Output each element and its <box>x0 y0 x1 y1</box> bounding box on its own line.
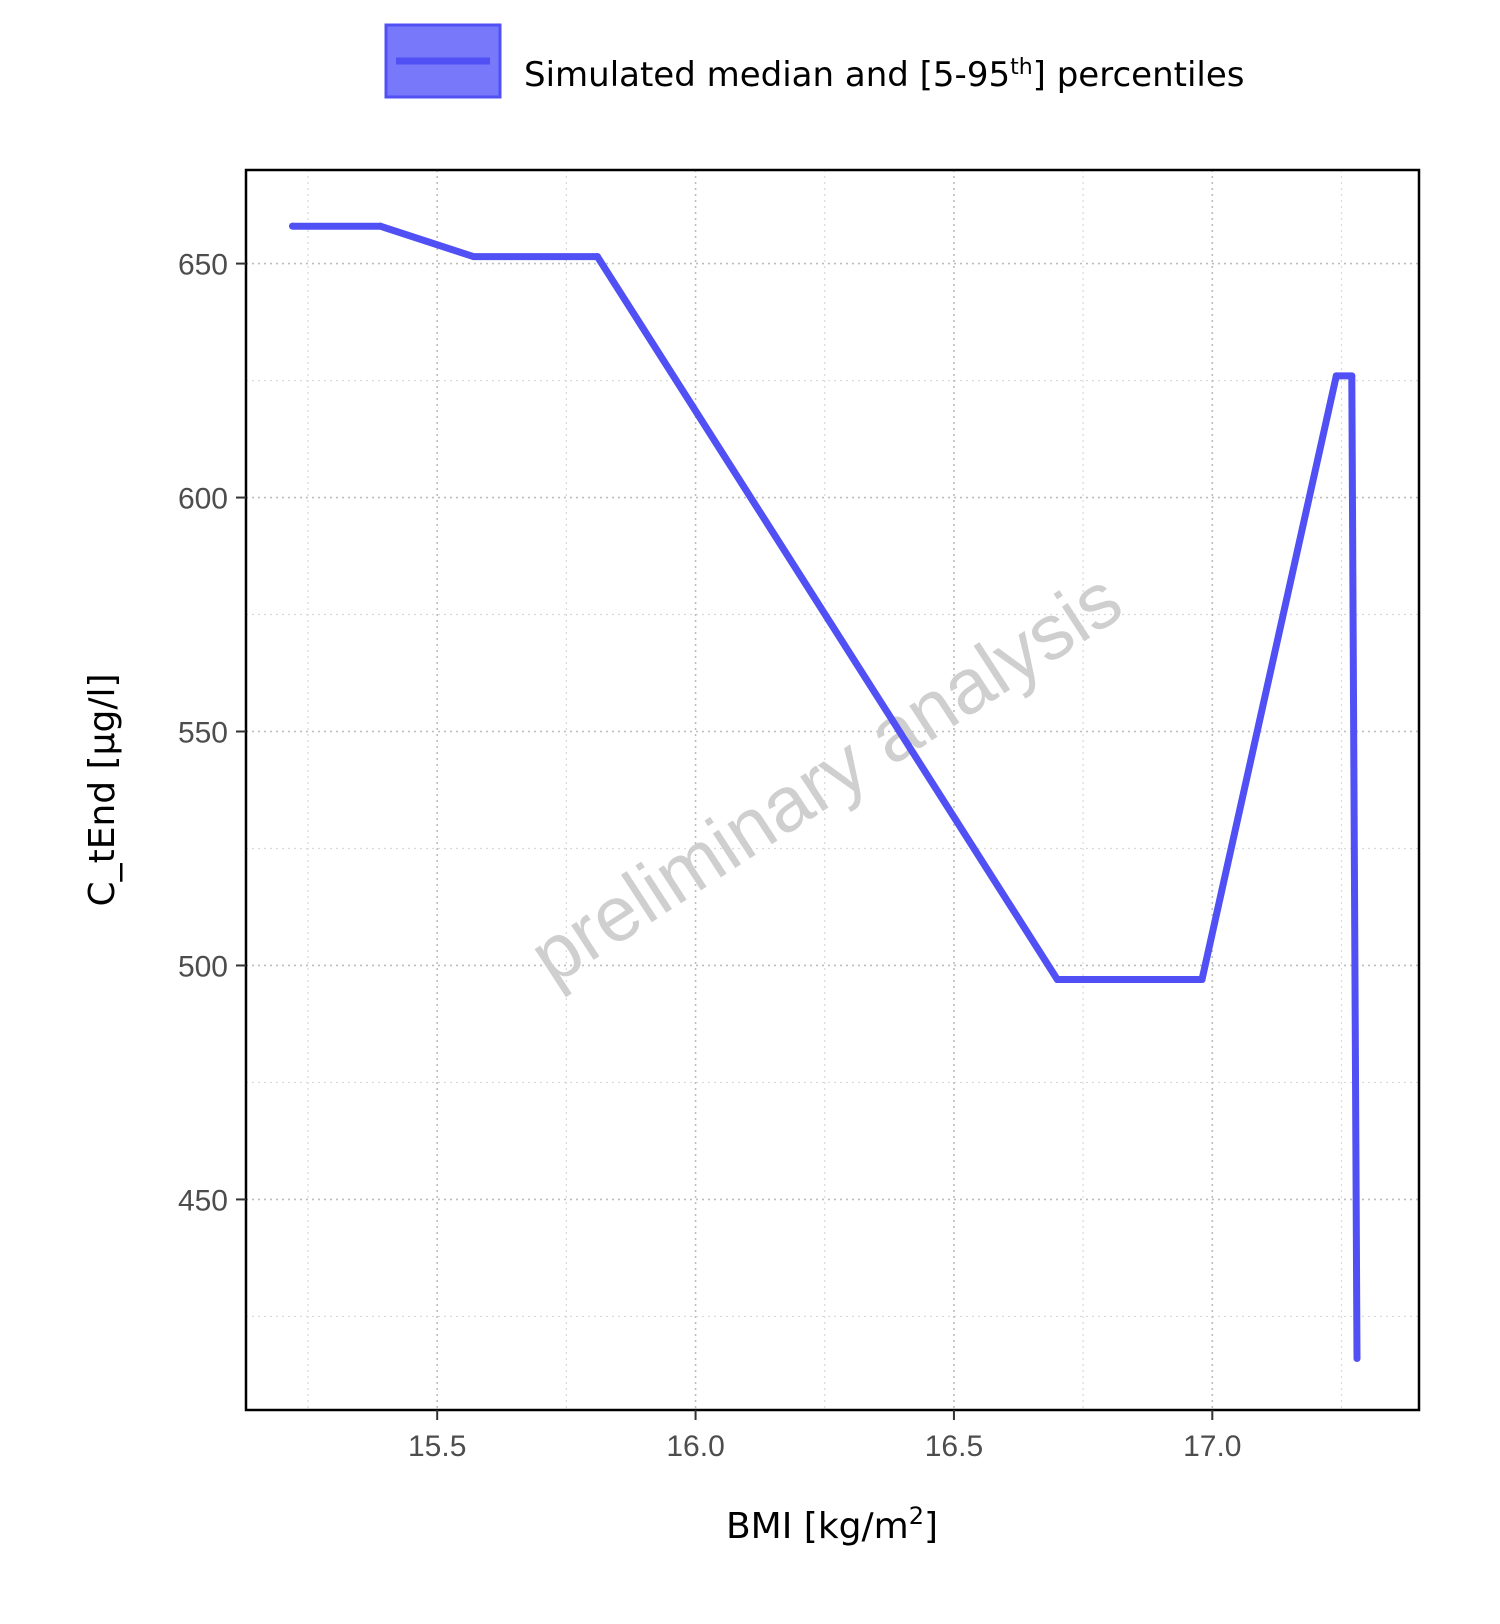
x-tick-label: 15.5 <box>408 1430 466 1463</box>
y-tick-label: 500 <box>178 950 228 983</box>
data-point <box>1353 1355 1361 1363</box>
grid-minor <box>246 170 1419 1410</box>
y-tick-label: 650 <box>178 249 228 282</box>
legend: Simulated median and [5-95th] percentile… <box>384 23 1244 99</box>
data-point <box>1198 976 1206 984</box>
data-point <box>289 222 297 230</box>
data-point <box>469 253 477 261</box>
x-tick-label: 17.0 <box>1183 1430 1241 1463</box>
y-tick-label: 550 <box>178 717 228 750</box>
x-tick-label: 16.5 <box>925 1430 983 1463</box>
y-tick-label: 450 <box>178 1184 228 1217</box>
x-axis: 15.5 16.0 16.5 17.0 <box>408 1410 1241 1463</box>
data-point <box>593 253 601 261</box>
y-axis-title: C_tEnd [µg/l] <box>82 673 123 906</box>
data-point <box>1348 372 1356 380</box>
legend-label: Simulated median and [5-95th] percentile… <box>524 55 1244 96</box>
x-axis-title: BMI [kg/m2] <box>726 1502 938 1547</box>
data-point <box>1053 976 1061 984</box>
data-point <box>1332 372 1340 380</box>
plot-area: preliminary analysis <box>244 168 1421 1412</box>
y-tick-label: 600 <box>178 483 228 516</box>
x-tick-label: 16.0 <box>666 1430 724 1463</box>
data-point <box>376 222 384 230</box>
plot-frame <box>244 168 1421 1412</box>
series-points <box>289 222 1361 1363</box>
y-axis: 450 500 550 600 650 <box>178 249 246 1217</box>
grid-major <box>246 170 1419 1410</box>
